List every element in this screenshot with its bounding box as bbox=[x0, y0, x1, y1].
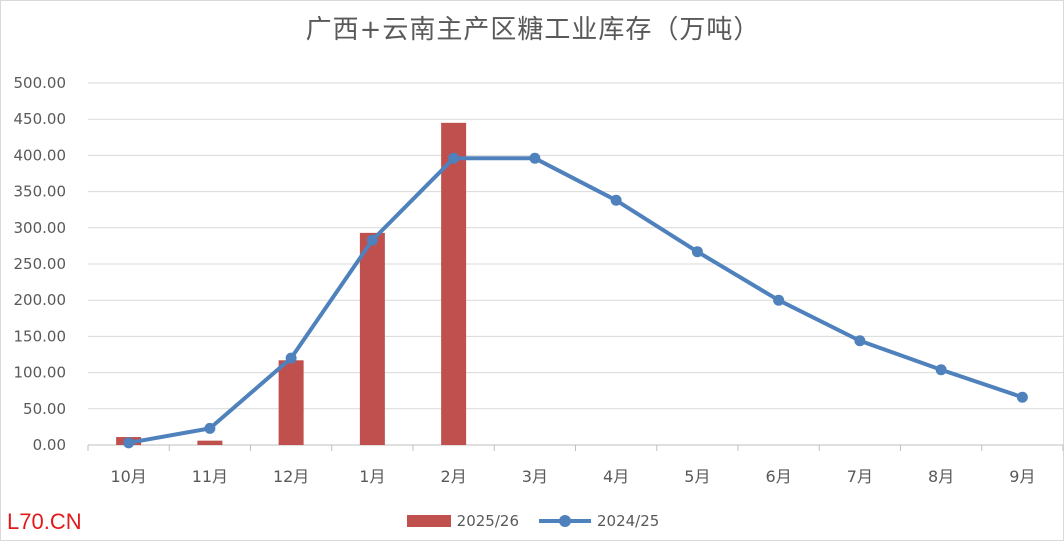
y-tick-label: 250.00 bbox=[14, 255, 67, 273]
y-tick-label: 100.00 bbox=[14, 364, 67, 382]
x-tick-label: 10月 bbox=[110, 467, 146, 486]
point-2024-25[interactable] bbox=[773, 294, 785, 306]
y-tick-label: 450.00 bbox=[14, 110, 67, 128]
y-tick-label: 200.00 bbox=[14, 291, 67, 309]
x-tick-label: 5月 bbox=[684, 467, 710, 486]
point-2024-25[interactable] bbox=[935, 364, 947, 376]
bar-2025-26[interactable] bbox=[278, 360, 304, 445]
line-2024-25[interactable] bbox=[126, 156, 1025, 445]
point-2024-25[interactable] bbox=[204, 422, 216, 434]
point-2024-25[interactable] bbox=[366, 234, 378, 246]
point-2024-25[interactable] bbox=[854, 335, 866, 347]
y-tick-label: 0.00 bbox=[33, 436, 66, 454]
legend-bar-swatch bbox=[406, 515, 451, 527]
y-tick-label: 400.00 bbox=[14, 146, 67, 164]
y-tick-label: 50.00 bbox=[23, 400, 66, 418]
legend-item-bar-series[interactable]: 2025/26 bbox=[406, 512, 519, 530]
point-2024-25[interactable] bbox=[123, 437, 135, 449]
legend-item-line-series[interactable]: 2024/25 bbox=[539, 512, 659, 530]
x-tick-label: 2月 bbox=[441, 467, 467, 486]
x-tick-label: 6月 bbox=[766, 467, 792, 486]
x-tick-label: 12月 bbox=[273, 467, 309, 486]
x-tick-label: 4月 bbox=[603, 467, 629, 486]
x-tick-label: 7月 bbox=[847, 467, 873, 486]
y-tick-label: 350.00 bbox=[14, 183, 67, 201]
point-2024-25[interactable] bbox=[1016, 391, 1028, 403]
x-tick-label: 9月 bbox=[1009, 467, 1035, 486]
point-2024-25[interactable] bbox=[691, 246, 703, 258]
x-tick-label: 3月 bbox=[522, 467, 548, 486]
point-2024-25[interactable] bbox=[529, 152, 541, 164]
bar-2025-26[interactable] bbox=[197, 440, 223, 445]
x-tick-label: 11月 bbox=[192, 467, 228, 486]
legend-line-swatch bbox=[539, 515, 591, 527]
legend-label-line-series: 2024/25 bbox=[597, 512, 660, 530]
y-tick-label: 150.00 bbox=[14, 327, 67, 345]
x-tick-label: 1月 bbox=[359, 467, 385, 486]
point-2024-25[interactable] bbox=[285, 352, 297, 364]
x-tick-label: 8月 bbox=[928, 467, 954, 486]
chart-title: 广西+云南主产区糖工业库存（万吨） bbox=[305, 15, 761, 45]
legend-label-bar-series: 2025/26 bbox=[456, 512, 519, 530]
point-2024-25[interactable] bbox=[448, 152, 460, 164]
bar-2025-26[interactable] bbox=[441, 122, 467, 445]
y-tick-label: 300.00 bbox=[14, 219, 67, 237]
point-2024-25[interactable] bbox=[610, 194, 622, 206]
chart-legend: 2025/26 2024/25 bbox=[1, 512, 1064, 530]
y-tick-label: 500.00 bbox=[14, 74, 67, 92]
watermark-text: L70.CN bbox=[7, 509, 82, 534]
bar-2025-26[interactable] bbox=[359, 232, 385, 445]
